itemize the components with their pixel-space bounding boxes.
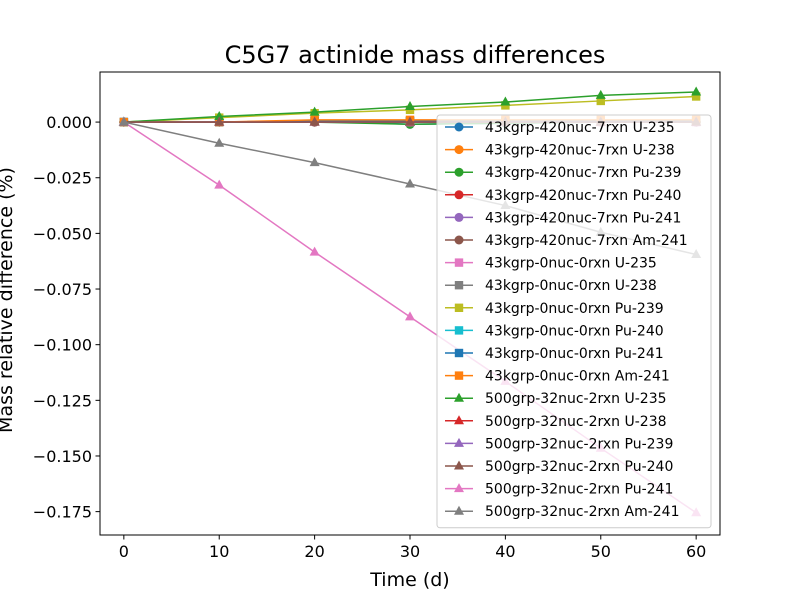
legend-item: 43kgrp-420nuc-7rxn Am-241 bbox=[445, 233, 688, 249]
y-tick-label: 0.000 bbox=[46, 113, 92, 132]
plot-area: 0 10 20 30 40 50 60 0.000 −0.025 −0.050 −0.075 −0.… bbox=[33, 71, 721, 561]
legend-item: 43kgrp-420nuc-7rxn Pu-241 bbox=[445, 210, 681, 226]
legend-label: 43kgrp-420nuc-7rxn U-238 bbox=[485, 143, 675, 159]
data-point bbox=[309, 157, 320, 167]
x-tick-label: 30 bbox=[400, 542, 420, 561]
legend-label: 500grp-32nuc-2rxn U-238 bbox=[485, 414, 667, 430]
y-tick-label: −0.025 bbox=[33, 169, 92, 188]
y-tick-label: −0.125 bbox=[33, 391, 92, 410]
legend-item: 43kgrp-0nuc-0rxn U-238 bbox=[445, 278, 657, 294]
legend-label: 43kgrp-420nuc-7rxn Pu-241 bbox=[485, 210, 681, 226]
legend-label: 43kgrp-420nuc-7rxn U-235 bbox=[485, 120, 675, 136]
legend-marker bbox=[454, 235, 464, 245]
data-point bbox=[309, 106, 320, 116]
legend-marker bbox=[454, 167, 464, 177]
legend-item: 500grp-32nuc-2rxn Pu-240 bbox=[445, 459, 673, 475]
x-axis-label: Time (d) bbox=[369, 569, 449, 591]
x-tick-label: 0 bbox=[119, 542, 129, 561]
legend-marker bbox=[454, 258, 464, 267]
legend-item: 43kgrp-420nuc-7rxn U-235 bbox=[445, 120, 675, 136]
legend-item: 43kgrp-0nuc-0rxn Pu-241 bbox=[445, 346, 664, 362]
legend-item: 43kgrp-420nuc-7rxn Pu-239 bbox=[445, 165, 681, 181]
legend-marker bbox=[454, 483, 464, 493]
x-tick-label: 40 bbox=[495, 542, 515, 561]
y-tick-label: −0.175 bbox=[33, 503, 92, 522]
data-point bbox=[118, 116, 129, 126]
legend-marker bbox=[454, 326, 464, 335]
legend-item: 500grp-32nuc-2rxn U-235 bbox=[445, 391, 667, 407]
data-point bbox=[405, 178, 415, 188]
legend-marker bbox=[454, 415, 464, 425]
y-tick-label: −0.050 bbox=[33, 224, 92, 243]
legend: 43kgrp-420nuc-7rxn U-235 43kgrp-420nuc-7r… bbox=[436, 114, 712, 529]
legend-item: 43kgrp-0nuc-0rxn U-235 bbox=[445, 256, 657, 272]
y-tick-label: −0.075 bbox=[33, 280, 92, 299]
data-point bbox=[309, 116, 320, 126]
data-point bbox=[214, 116, 225, 126]
data-point bbox=[691, 86, 702, 96]
data-point bbox=[405, 101, 415, 111]
legend-label: 43kgrp-420nuc-7rxn Am-241 bbox=[485, 233, 688, 249]
legend-label: 500grp-32nuc-2rxn Pu-239 bbox=[485, 436, 673, 452]
legend-marker bbox=[454, 145, 464, 155]
legend-box bbox=[436, 114, 712, 529]
legend-item: 43kgrp-0nuc-0rxn Am-241 bbox=[445, 369, 670, 385]
legend-item: 500grp-32nuc-2rxn Am-241 bbox=[445, 504, 680, 520]
legend-marker bbox=[454, 190, 464, 200]
legend-label: 43kgrp-420nuc-7rxn Pu-240 bbox=[485, 188, 681, 204]
data-point bbox=[595, 89, 606, 99]
data-point bbox=[405, 311, 415, 321]
legend-item: 43kgrp-0nuc-0rxn Pu-240 bbox=[445, 323, 664, 339]
data-point bbox=[596, 96, 605, 106]
data-point bbox=[214, 179, 225, 189]
y-axis-ticks: 0.000 −0.025 −0.050 −0.075 −0.100 −0.125 −0.15… bbox=[33, 113, 100, 522]
legend-marker bbox=[454, 392, 464, 402]
legend-label: 43kgrp-0nuc-0rxn Pu-241 bbox=[485, 346, 664, 362]
data-point bbox=[500, 96, 511, 106]
legend-marker bbox=[454, 460, 464, 470]
legend-label: 43kgrp-0nuc-0rxn U-238 bbox=[485, 278, 657, 294]
y-tick-label: −0.150 bbox=[33, 447, 92, 466]
legend-marker bbox=[454, 303, 464, 312]
legend-label: 500grp-32nuc-2rxn U-235 bbox=[485, 391, 667, 407]
legend-label: 500grp-32nuc-2rxn Pu-240 bbox=[485, 459, 673, 475]
x-tick-label: 60 bbox=[686, 542, 706, 561]
legend-label: 43kgrp-0nuc-0rxn Am-241 bbox=[485, 369, 670, 385]
legend-marker bbox=[454, 371, 464, 380]
data-point bbox=[405, 116, 415, 126]
x-tick-label: 10 bbox=[209, 542, 229, 561]
legend-item: 500grp-32nuc-2rxn Pu-241 bbox=[445, 482, 673, 498]
legend-item: 500grp-32nuc-2rxn Pu-239 bbox=[445, 436, 673, 452]
legend-item: 500grp-32nuc-2rxn U-238 bbox=[445, 414, 667, 430]
legend-marker bbox=[454, 122, 464, 132]
legend-marker bbox=[454, 437, 464, 447]
legend-item: 43kgrp-0nuc-0rxn Pu-239 bbox=[445, 301, 664, 317]
x-tick-label: 20 bbox=[304, 542, 324, 561]
legend-label: 43kgrp-0nuc-0rxn Pu-239 bbox=[485, 301, 664, 317]
legend-label: 500grp-32nuc-2rxn Am-241 bbox=[485, 504, 680, 520]
x-axis-ticks: 0 10 20 30 40 50 60 bbox=[119, 535, 706, 561]
data-point bbox=[691, 92, 701, 101]
legend-item: 43kgrp-420nuc-7rxn U-238 bbox=[445, 143, 675, 159]
y-axis-label: Mass relative difference (%) bbox=[0, 167, 17, 433]
legend-item: 43kgrp-420nuc-7rxn Pu-240 bbox=[445, 188, 681, 204]
legend-label: 43kgrp-0nuc-0rxn Pu-240 bbox=[485, 323, 664, 339]
chart-title: C5G7 actinide mass differences bbox=[225, 41, 606, 69]
legend-marker bbox=[454, 281, 464, 290]
data-point bbox=[214, 111, 225, 121]
data-point bbox=[309, 246, 320, 256]
legend-marker bbox=[454, 212, 464, 222]
legend-marker bbox=[454, 505, 464, 515]
legend-label: 43kgrp-0nuc-0rxn U-235 bbox=[485, 256, 657, 272]
x-tick-label: 50 bbox=[591, 542, 611, 561]
legend-label: 500grp-32nuc-2rxn Pu-241 bbox=[485, 482, 673, 498]
y-tick-label: −0.100 bbox=[33, 336, 92, 355]
legend-label: 43kgrp-420nuc-7rxn Pu-239 bbox=[485, 165, 681, 181]
legend-marker bbox=[454, 348, 464, 358]
data-point bbox=[214, 137, 225, 147]
